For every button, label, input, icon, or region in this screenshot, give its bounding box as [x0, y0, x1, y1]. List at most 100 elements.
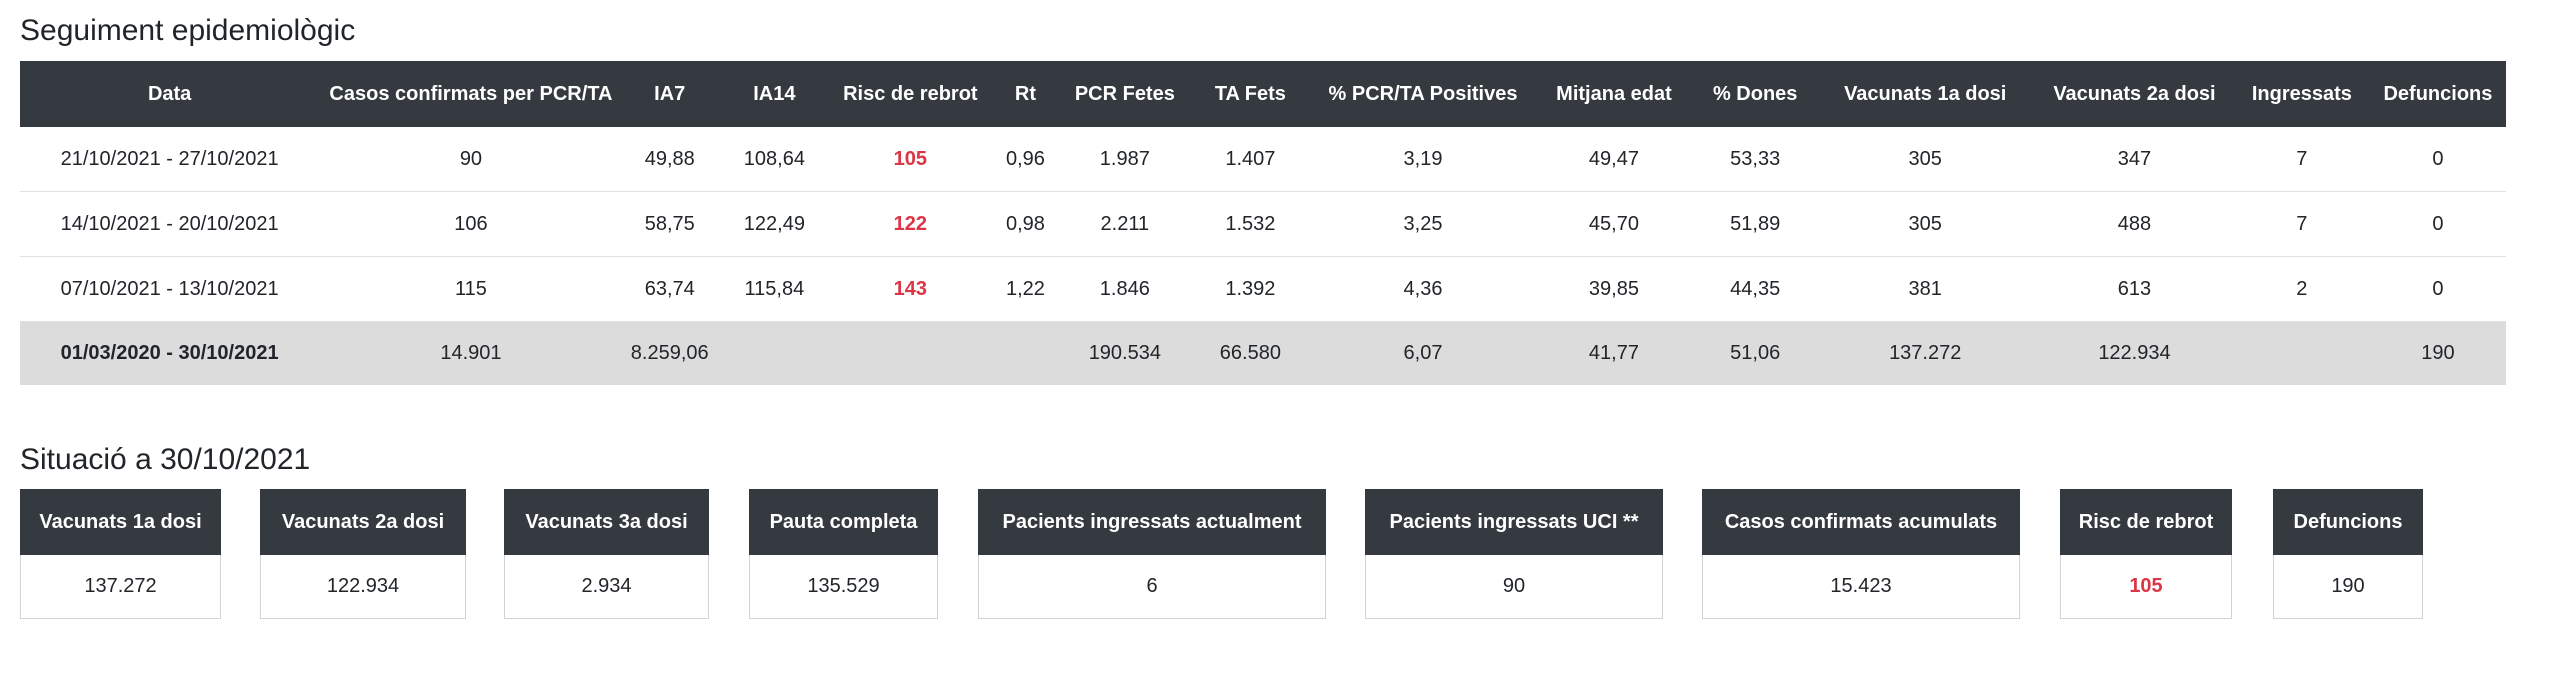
total-rt [988, 321, 1063, 385]
total-ia14 [716, 321, 832, 385]
cell-positives: 4,36 [1313, 256, 1533, 322]
cell-date: 07/10/2021 - 13/10/2021 [20, 256, 320, 322]
card-label: Casos confirmats acumulats [1702, 489, 2020, 555]
card-value: 122.934 [260, 555, 466, 619]
card-label: Vacunats 3a dosi [504, 489, 709, 555]
col-header-edat[interactable]: Mitjana edat [1532, 61, 1696, 127]
cell-pcr: 1.846 [1062, 256, 1188, 322]
card-label: Defuncions [2273, 489, 2423, 555]
cell-defuncions: 0 [2369, 256, 2506, 322]
col-header-ta[interactable]: TA Fets [1187, 61, 1314, 127]
card-value: 137.272 [20, 555, 221, 619]
total-risc [831, 321, 989, 385]
table-header-row: Data Casos confirmats per PCR/TA IA7 IA1… [20, 61, 2506, 127]
cell-edat: 49,47 [1532, 127, 1696, 192]
card-label: Vacunats 2a dosi [260, 489, 466, 555]
total-edat: 41,77 [1532, 321, 1696, 385]
epidemiological-table: Data Casos confirmats per PCR/TA IA7 IA1… [20, 61, 2506, 385]
cell-ingressats: 7 [2233, 191, 2370, 257]
cell-ia14: 115,84 [716, 256, 832, 322]
total-defuncions: 190 [2369, 321, 2506, 385]
total-ingressats [2233, 321, 2370, 385]
col-header-ia7[interactable]: IA7 [622, 61, 717, 127]
cell-vac2: 488 [2035, 191, 2234, 257]
col-header-ia14[interactable]: IA14 [716, 61, 832, 127]
cell-rt: 0,96 [988, 127, 1063, 192]
cell-vac2: 347 [2035, 127, 2234, 192]
table-row: 14/10/2021 - 20/10/2021 106 58,75 122,49… [20, 191, 2506, 257]
cell-ta: 1.407 [1187, 127, 1314, 192]
cell-ia14: 122,49 [716, 191, 832, 257]
col-header-risc[interactable]: Risc de rebrot [831, 61, 989, 127]
section-title-current-situation: Situació a 30/10/2021 [20, 443, 311, 476]
section-title-epidemiological-tracking: Seguiment epidemiològic [20, 14, 356, 47]
cell-vac1: 381 [1815, 256, 2036, 322]
col-header-casos[interactable]: Casos confirmats per PCR/TA [319, 61, 623, 127]
col-header-dones[interactable]: % Dones [1695, 61, 1816, 127]
card-value: 6 [978, 555, 1326, 619]
card-casos-acumulats: Casos confirmats acumulats 15.423 [1702, 489, 2020, 619]
card-defuncions: Defuncions 190 [2273, 489, 2423, 619]
cell-positives: 3,19 [1313, 127, 1533, 192]
cell-risc: 143 [831, 256, 989, 322]
cell-pcr: 2.211 [1062, 191, 1188, 257]
col-header-vac2[interactable]: Vacunats 2a dosi [2035, 61, 2234, 127]
cell-date: 14/10/2021 - 20/10/2021 [20, 191, 320, 257]
cell-edat: 39,85 [1532, 256, 1696, 322]
col-header-pcr[interactable]: PCR Fetes [1062, 61, 1188, 127]
cell-vac2: 613 [2035, 256, 2234, 322]
cell-casos: 106 [319, 191, 623, 257]
card-value: 15.423 [1702, 555, 2020, 619]
cell-risc: 122 [831, 191, 989, 257]
total-ta: 66.580 [1187, 321, 1314, 385]
cell-dones: 51,89 [1695, 191, 1816, 257]
cell-pcr: 1.987 [1062, 127, 1188, 192]
total-casos: 14.901 [319, 321, 623, 385]
cell-ta: 1.392 [1187, 256, 1314, 322]
col-header-data[interactable]: Data [20, 61, 320, 127]
cell-defuncions: 0 [2369, 127, 2506, 192]
card-label: Risc de rebrot [2060, 489, 2232, 555]
card-pacients-uci: Pacients ingressats UCI ** 90 [1365, 489, 1663, 619]
card-label: Pacients ingressats actualment [978, 489, 1326, 555]
cell-edat: 45,70 [1532, 191, 1696, 257]
card-value: 2.934 [504, 555, 709, 619]
total-vac1: 137.272 [1815, 321, 2036, 385]
col-header-positives[interactable]: % PCR/TA Positives [1313, 61, 1533, 127]
cell-ingressats: 2 [2233, 256, 2370, 322]
card-value: 90 [1365, 555, 1663, 619]
cell-ia7: 49,88 [622, 127, 717, 192]
card-value: 135.529 [749, 555, 938, 619]
cell-rt: 0,98 [988, 191, 1063, 257]
table-total-row: 01/03/2020 - 30/10/2021 14.901 8.259,06 … [20, 321, 2506, 385]
total-ia7: 8.259,06 [622, 321, 717, 385]
cell-risc: 105 [831, 127, 989, 192]
card-label: Pauta completa [749, 489, 938, 555]
cell-casos: 115 [319, 256, 623, 322]
card-vacunats-2a-dosi: Vacunats 2a dosi 122.934 [260, 489, 466, 619]
table-row: 07/10/2021 - 13/10/2021 115 63,74 115,84… [20, 256, 2506, 322]
total-positives: 6,07 [1313, 321, 1533, 385]
total-pcr: 190.534 [1062, 321, 1188, 385]
table-row: 21/10/2021 - 27/10/2021 90 49,88 108,64 … [20, 127, 2506, 192]
cell-date: 21/10/2021 - 27/10/2021 [20, 127, 320, 192]
cell-casos: 90 [319, 127, 623, 192]
card-label: Vacunats 1a dosi [20, 489, 221, 555]
cell-rt: 1,22 [988, 256, 1063, 322]
card-value: 190 [2273, 555, 2423, 619]
card-pauta-completa: Pauta completa 135.529 [749, 489, 938, 619]
cell-defuncions: 0 [2369, 191, 2506, 257]
card-label: Pacients ingressats UCI ** [1365, 489, 1663, 555]
cell-dones: 53,33 [1695, 127, 1816, 192]
cell-ta: 1.532 [1187, 191, 1314, 257]
cell-vac1: 305 [1815, 191, 2036, 257]
cell-positives: 3,25 [1313, 191, 1533, 257]
col-header-defuncions[interactable]: Defuncions [2369, 61, 2506, 127]
total-vac2: 122.934 [2035, 321, 2234, 385]
total-dones: 51,06 [1695, 321, 1816, 385]
col-header-vac1[interactable]: Vacunats 1a dosi [1815, 61, 2036, 127]
col-header-rt[interactable]: Rt [988, 61, 1063, 127]
card-risc-rebrot: Risc de rebrot 105 [2060, 489, 2232, 619]
cell-ia14: 108,64 [716, 127, 832, 192]
col-header-ingressats[interactable]: Ingressats [2233, 61, 2370, 127]
